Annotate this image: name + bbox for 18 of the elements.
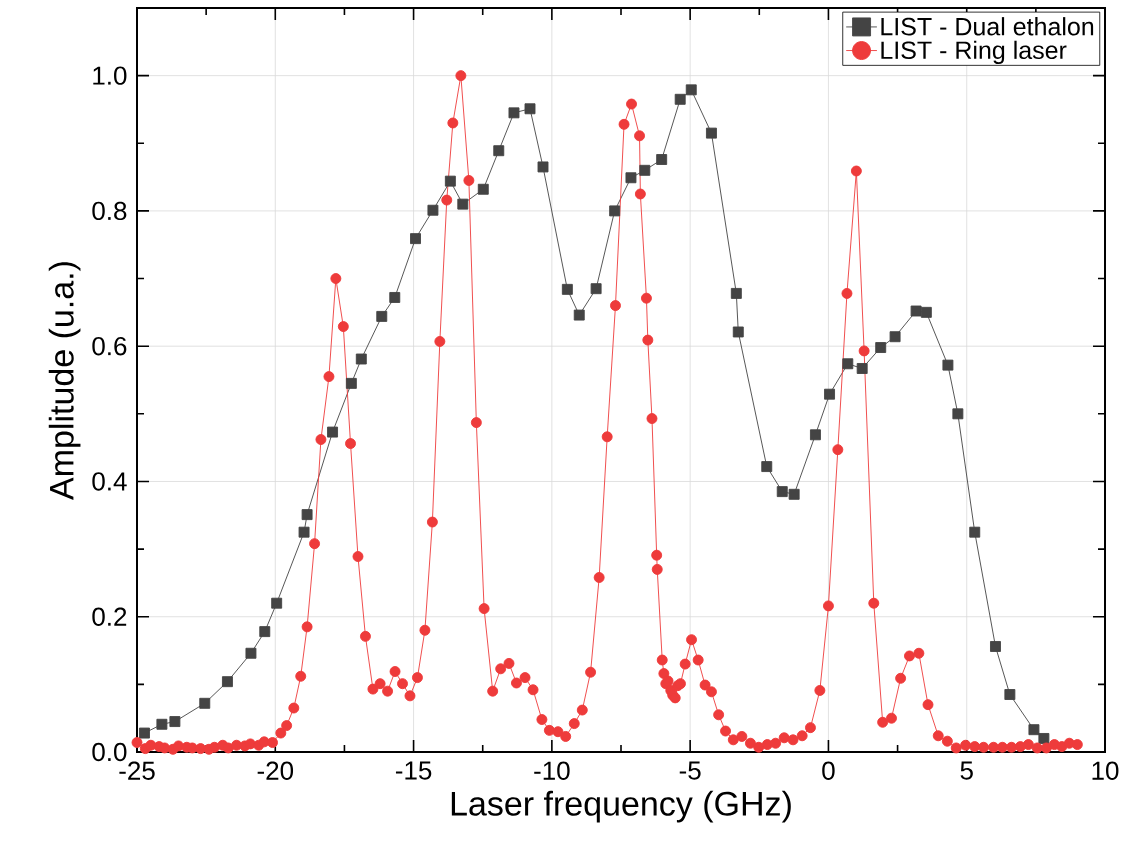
legend-label: LIST - Dual ethalon (881, 17, 1094, 36)
x-tick-label: -10 (534, 761, 570, 780)
y-tick-label: 0.4 (92, 472, 127, 491)
x-tick-label: -15 (395, 761, 432, 780)
legend-label: LIST - Ring laser (881, 40, 1067, 65)
x-tick-label: -5 (679, 761, 701, 780)
y-tick-label: 0.8 (92, 201, 127, 221)
x-tick-label: -20 (257, 761, 294, 780)
y-tick-label: 0.0 (92, 742, 127, 762)
x-axis-title: Laser frequency (GHz) (451, 790, 791, 823)
x-tick-label: 10 (1092, 761, 1119, 780)
x-tick-label: -25 (119, 761, 155, 780)
y-axis-title: Amplitude (u.a.) (48, 262, 81, 500)
x-tick-label: 0 (822, 761, 835, 780)
y-tick-label: 1.0 (93, 66, 127, 85)
x-tick-label: 5 (960, 761, 973, 780)
y-tick-label: 0.2 (92, 607, 127, 626)
y-tick-label: 0.6 (92, 336, 127, 356)
